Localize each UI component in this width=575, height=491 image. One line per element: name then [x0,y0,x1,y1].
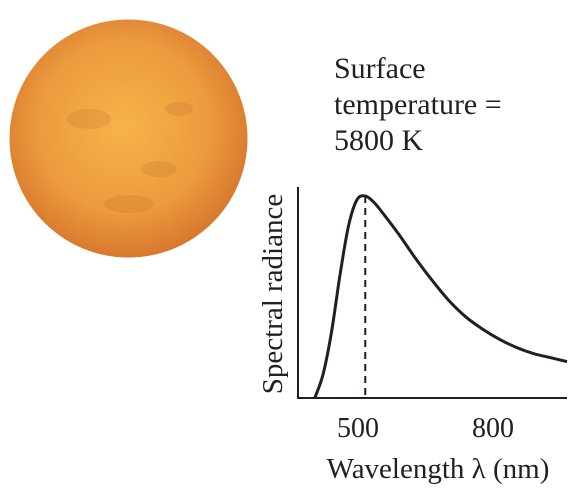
sun-image [9,19,248,258]
y-axis-title: Spectral radiance [257,194,289,394]
x-axis-title: Wavelength λ (nm) [327,453,550,485]
caption-line-3: 5800 K [334,124,424,157]
sun-mottle [104,195,154,213]
sun-mottle [165,102,193,116]
sun-mottle [67,109,111,129]
x-tick-label-500: 500 [337,413,379,444]
sun-mottle [141,161,177,177]
caption-line-1: Surface [334,52,426,85]
sun-disc [9,19,248,258]
spectral-radiance-curve [313,194,568,399]
x-tick-label-800: 800 [472,413,514,444]
caption-line-2: temperature = [334,88,502,121]
